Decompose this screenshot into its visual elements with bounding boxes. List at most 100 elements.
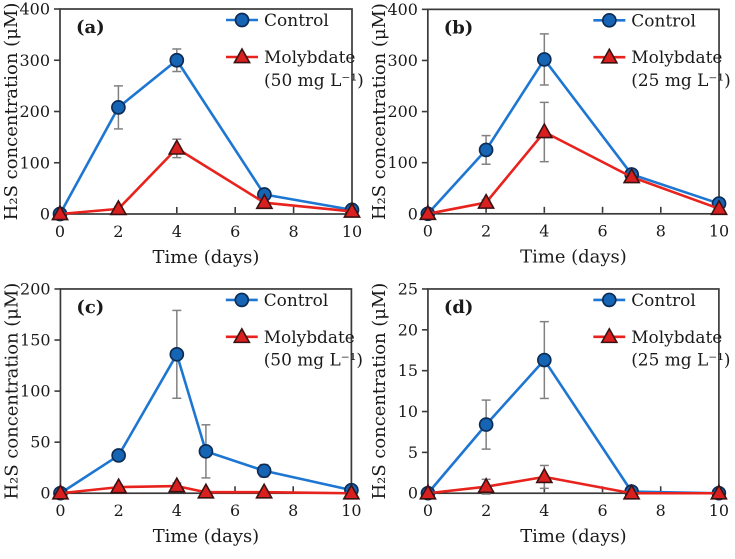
y-tick-label: 400 [387, 0, 417, 19]
y-tick-label: 300 [387, 51, 417, 70]
y-tick-label: 200 [20, 279, 50, 298]
y-axis-label: H₂S concentration (μM) [1, 3, 22, 221]
y-tick-label: 0 [40, 484, 50, 503]
x-tick-label: 0 [55, 222, 65, 241]
x-tick-label: 6 [230, 501, 240, 520]
x-tick-label: 2 [481, 501, 491, 520]
triangle-marker [255, 482, 274, 499]
legend-circle-marker [234, 12, 250, 28]
legend-label: Control [264, 11, 329, 31]
x-tick-label: 4 [539, 501, 549, 520]
legend-label-line2: (25 mg L⁻¹) [631, 70, 730, 90]
legend-label: Control [631, 290, 696, 310]
panel-d-chart: 0 2 4 6 8 10 0 5 10 15 20 25 Time (days) H₂S concentr… [369, 279, 731, 547]
triangle-marker [477, 192, 496, 209]
y-axis-label: H₂S concentration (μM) [2, 283, 23, 500]
panel-a: 0 2 4 6 8 10 0 100 200 300 400 Time (days) H₂S conce… [0, 0, 368, 280]
legend: Control Molybdate (25 mg L⁻¹) [593, 290, 731, 370]
triangle-marker [342, 483, 361, 500]
legend: Control Molybdate (50 mg L⁻¹) [225, 290, 363, 370]
legend: Control Molybdate (25 mg L⁻¹) [593, 10, 731, 90]
triangle-marker [622, 483, 641, 500]
y-tick-label: 100 [19, 153, 50, 172]
x-tick-label: 6 [597, 222, 607, 241]
y-tick-label: 100 [20, 382, 50, 401]
series-line [427, 130, 720, 216]
circle-marker [111, 100, 126, 115]
circle-marker [169, 347, 185, 362]
y-tick-label: 100 [387, 153, 417, 172]
x-tick-label: 0 [55, 501, 65, 520]
series-molybdate [418, 101, 728, 221]
x-tick-label: 2 [113, 222, 123, 241]
series-molybdate [419, 464, 728, 500]
legend-label-line2: (50 mg L⁻¹) [264, 350, 363, 370]
triangle-marker [477, 477, 496, 494]
legend: Control Molybdate (50 mg L⁻¹) [226, 11, 364, 91]
triangle-marker [109, 199, 128, 216]
panel-d: 0 2 4 6 8 10 0 5 10 15 20 25 Time (days) H₂S concentr… [368, 279, 735, 559]
legend-triangle-marker [232, 327, 251, 344]
y-tick-label: 25 [398, 279, 418, 298]
y-tick-label: 0 [408, 484, 418, 503]
y-tick-label: 150 [20, 331, 50, 350]
legend-circle-marker [234, 292, 250, 308]
triangle-marker [51, 204, 69, 221]
y-tick-label: 0 [408, 204, 418, 223]
triangle-marker [255, 193, 274, 210]
legend-label-line2: (50 mg L⁻¹) [264, 71, 364, 91]
y-tick-label: 10 [398, 402, 418, 421]
legend-circle-marker [601, 292, 617, 308]
legend-label: Molybdate [631, 327, 722, 347]
x-axis-label: Time (days) [153, 247, 260, 268]
plot-box [426, 8, 720, 215]
x-tick-label: 8 [289, 222, 299, 241]
circle-marker [198, 444, 214, 459]
x-tick-label: 10 [709, 222, 729, 241]
x-tick-label: 0 [423, 222, 433, 241]
triangle-marker [418, 204, 437, 221]
legend-label: Control [264, 290, 329, 310]
circle-marker [256, 463, 272, 479]
series-line [59, 353, 352, 495]
triangle-marker [167, 138, 186, 155]
x-tick-label: 6 [230, 222, 240, 241]
circle-marker [169, 52, 185, 68]
legend-circle-marker [602, 12, 617, 28]
series-control [420, 320, 727, 501]
x-axis-label: Time (days) [153, 526, 259, 547]
x-tick-label: 8 [656, 222, 666, 241]
x-axis-label: Time (days) [520, 526, 626, 547]
plot-box [59, 8, 353, 215]
panel-letter: (d) [444, 297, 474, 318]
legend-triangle-marker [600, 47, 619, 64]
circle-marker [537, 352, 552, 368]
x-tick-label: 4 [539, 222, 549, 241]
y-axis-label: H₂S concentration (μM) [369, 3, 390, 220]
triangle-marker [167, 476, 186, 493]
x-tick-label: 10 [342, 222, 362, 241]
triangle-marker [535, 122, 554, 139]
series-line [60, 484, 352, 495]
x-tick-label: 4 [172, 222, 182, 241]
circle-marker [478, 417, 494, 432]
series-line [426, 358, 719, 495]
legend-label: Molybdate [264, 327, 355, 347]
x-tick-label: 0 [423, 501, 433, 520]
x-tick-label: 10 [341, 501, 361, 520]
panel-letter: (c) [76, 297, 104, 318]
x-tick-label: 10 [709, 501, 729, 520]
y-tick-label: 200 [19, 102, 50, 121]
y-tick-label: 20 [398, 320, 418, 339]
legend-label: Control [631, 10, 696, 30]
x-tick-label: 2 [114, 501, 124, 520]
x-axis-label: Time (days) [520, 247, 627, 268]
y-axis-label: H₂S concentration (μM) [369, 283, 390, 500]
y-tick-label: 15 [398, 361, 418, 380]
y-tick-label: 200 [387, 102, 417, 121]
triangle-marker [622, 167, 641, 184]
series-line [59, 147, 353, 216]
triangle-marker [535, 467, 554, 484]
